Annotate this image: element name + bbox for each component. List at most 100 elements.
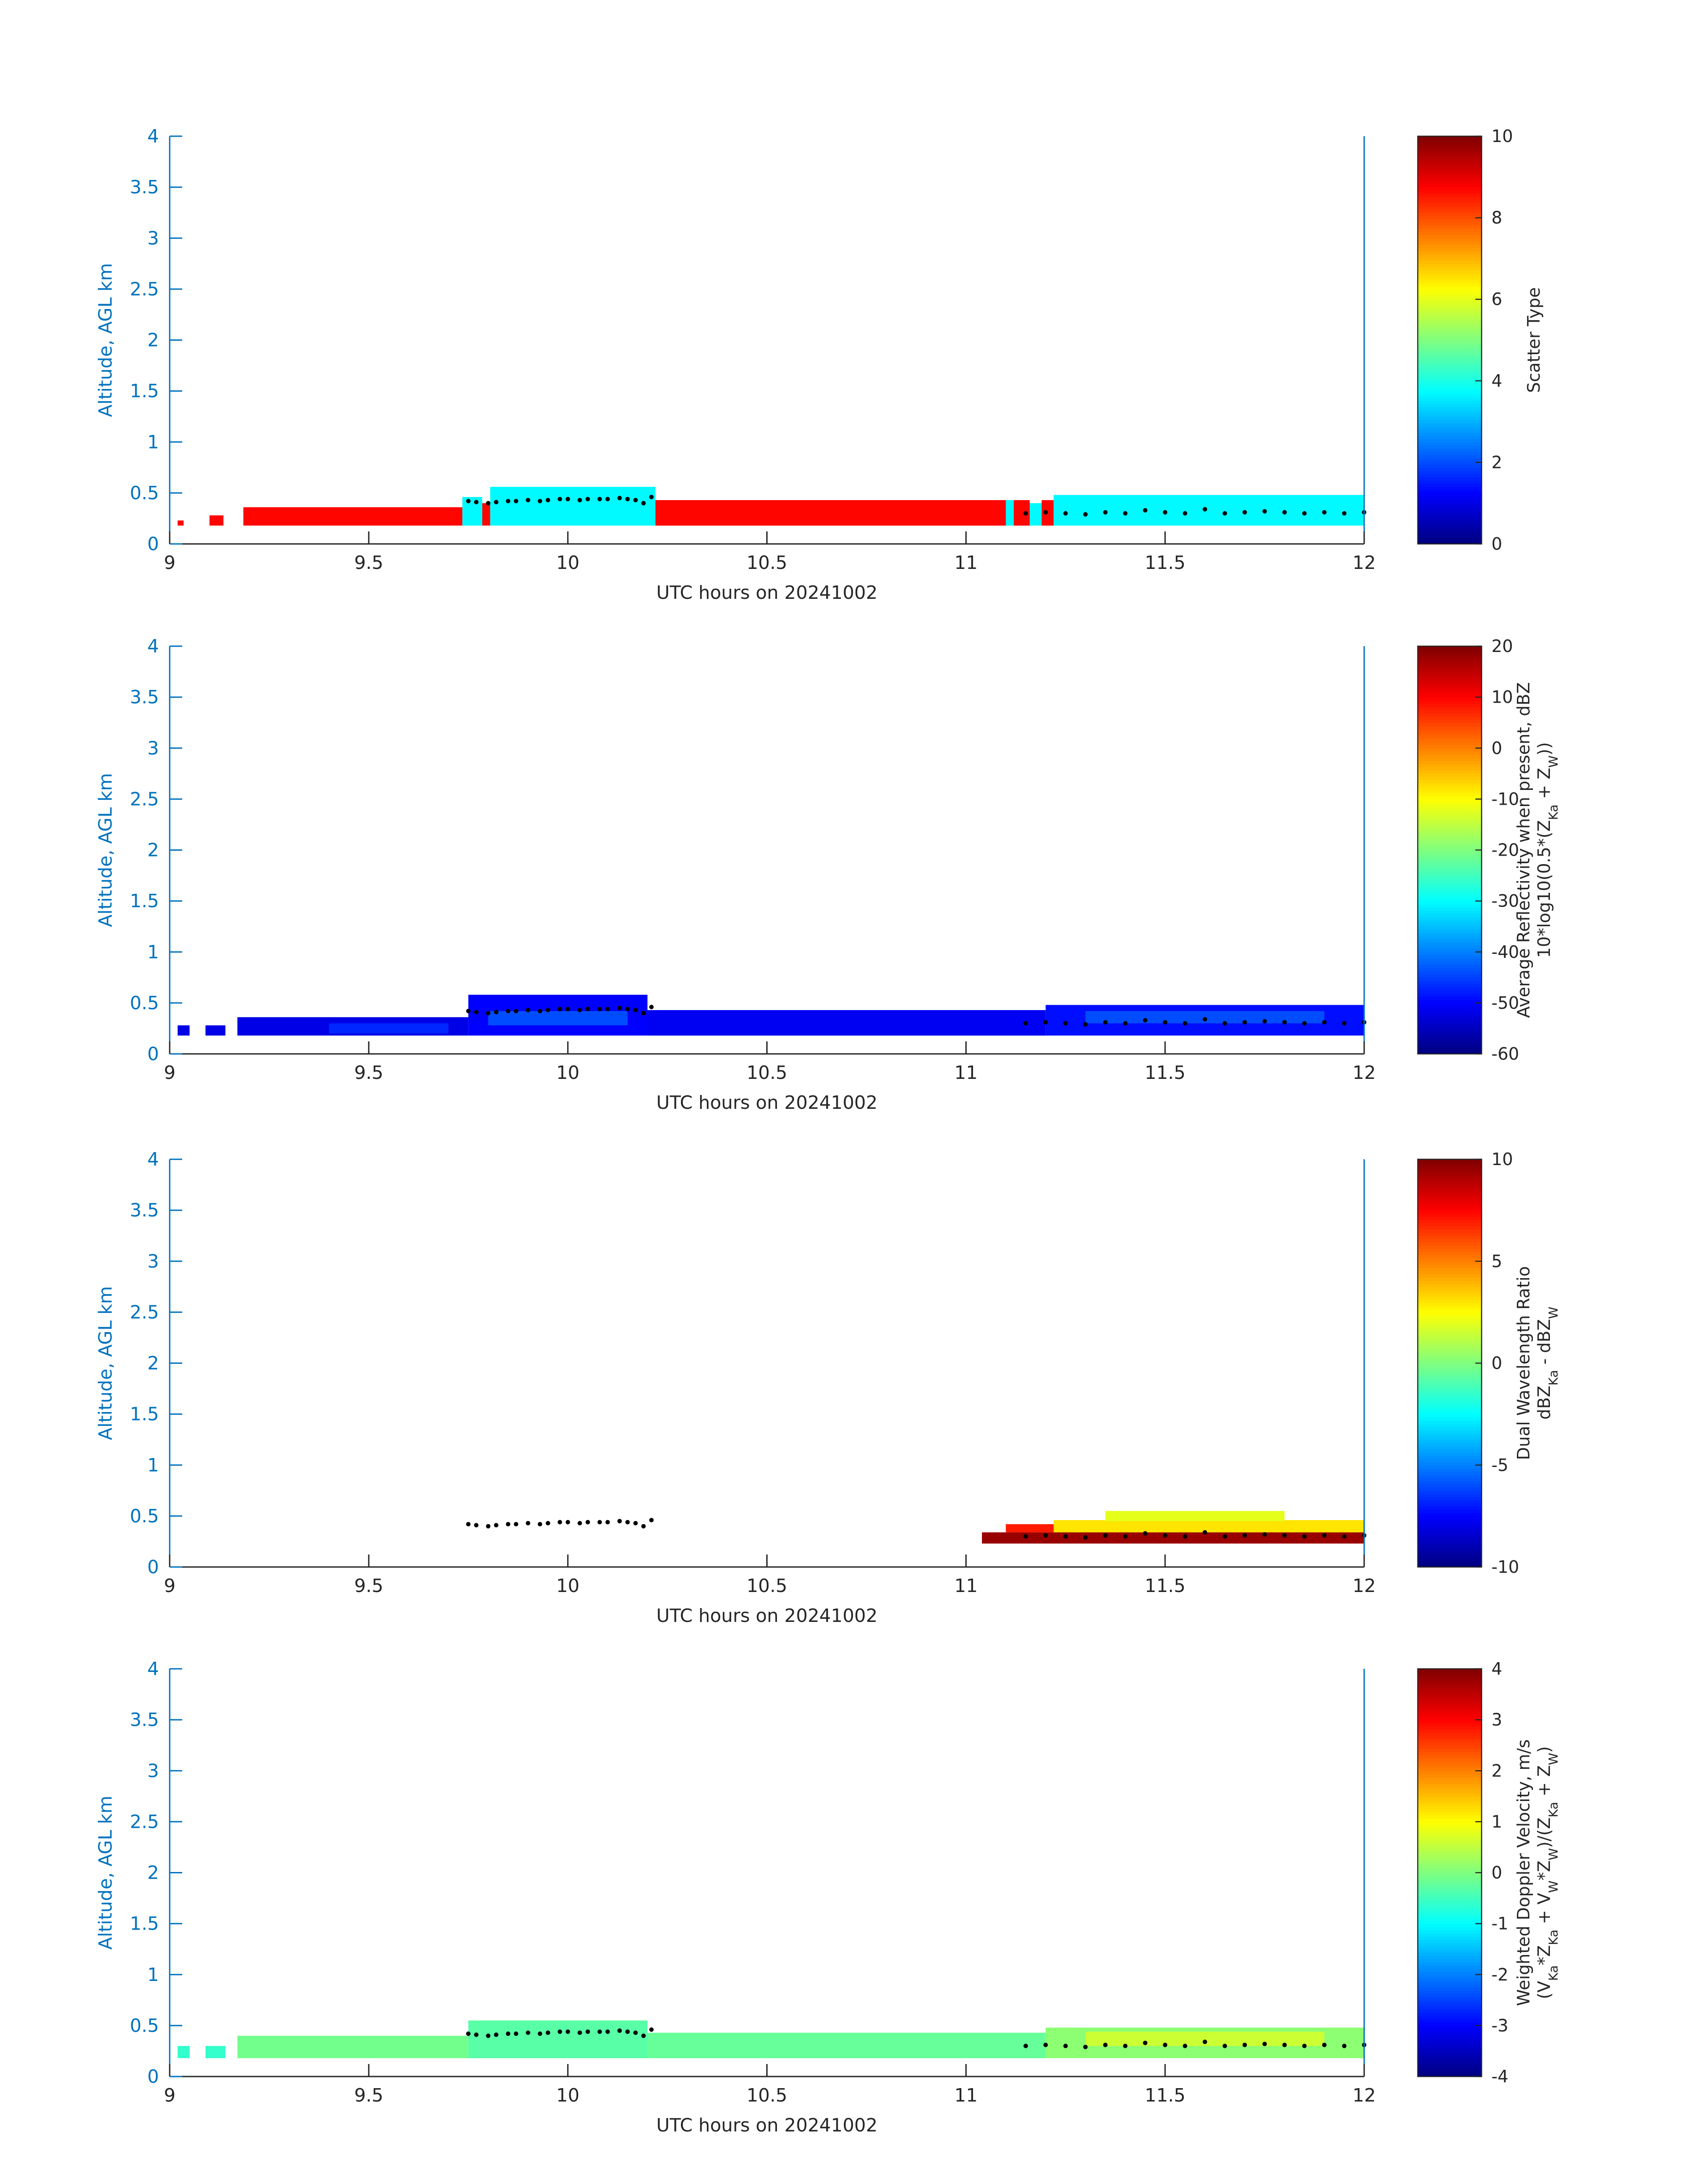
colorbar-tick-label: 10: [1491, 126, 1513, 146]
colorbar-swatch: [1418, 1735, 1482, 1739]
colorbar-swatch: [1418, 1175, 1482, 1179]
colorbar-swatch: [1418, 1446, 1482, 1450]
colorbar-swatch: [1418, 911, 1482, 914]
cloud-base-marker: [1023, 511, 1028, 516]
colorbar-swatch: [1418, 1019, 1482, 1023]
x-tick-label: 9: [164, 552, 175, 573]
colorbar-swatch: [1418, 2013, 1482, 2017]
cloud-base-marker: [474, 500, 479, 505]
colorbar-swatch: [1418, 1341, 1482, 1345]
colorbar-swatch: [1418, 1688, 1482, 1692]
colorbar-swatch: [1418, 413, 1482, 417]
cloud-base-marker: [585, 1520, 590, 1525]
cloud-base-marker: [1262, 1019, 1267, 1024]
cloud-base-marker: [649, 2027, 654, 2032]
colorbar-swatch: [1418, 1213, 1482, 1217]
colorbar-swatch: [1418, 1178, 1482, 1182]
cloud-base-marker: [633, 497, 638, 502]
colorbar-swatch: [1418, 993, 1482, 997]
colorbar-swatch: [1418, 1299, 1482, 1303]
colorbar-swatch: [1418, 719, 1482, 723]
colorbar-swatch: [1418, 171, 1482, 175]
colorbar-swatch: [1418, 1545, 1482, 1548]
cloud-base-marker: [1083, 1535, 1088, 1540]
x-tick-label: 9.5: [354, 1062, 383, 1083]
colorbar-swatch: [1418, 525, 1482, 528]
colorbar-scatter-type: 0 2 4 6 8 10 Scatter Type: [1417, 126, 1544, 554]
colorbar-swatch: [1418, 1401, 1482, 1405]
colorbar-swatch: [1418, 1977, 1482, 1981]
colorbar-swatch: [1418, 1863, 1482, 1867]
cloud-base-marker: [1222, 1021, 1227, 1026]
colorbar-swatch: [1418, 1035, 1482, 1038]
colorbar-swatch: [1418, 834, 1482, 838]
colorbar-label-dual-wavelength-ratio-0-part-0: Dual Wavelength Ratio: [1514, 1266, 1533, 1460]
colorbar-swatch: [1418, 1216, 1482, 1220]
colorbar-swatch: [1418, 442, 1482, 446]
colorbar-swatch: [1418, 311, 1482, 315]
heatmap-cell: [329, 1023, 449, 1034]
colorbar-swatch: [1418, 652, 1482, 656]
cloud-base-marker: [1123, 2043, 1128, 2048]
colorbar-swatch: [1418, 540, 1482, 544]
y-axis-label: Altitude, AGL km: [95, 1286, 116, 1440]
colorbar-swatch: [1418, 404, 1482, 407]
colorbar-swatch: [1418, 298, 1482, 302]
colorbar-swatch: [1418, 1306, 1482, 1309]
y-tick-label: 2.5: [130, 278, 159, 300]
colorbar-swatch: [1418, 2038, 1482, 2042]
colorbar-swatch: [1418, 929, 1482, 933]
colorbar-swatch: [1418, 2006, 1482, 2010]
colorbar-swatch: [1418, 1720, 1482, 1723]
cloud-base-marker: [1123, 1534, 1128, 1539]
colorbar-swatch: [1418, 136, 1482, 140]
colorbar-swatch: [1418, 1710, 1482, 1714]
colorbar-swatch: [1418, 1226, 1482, 1230]
colorbar-tick-label: 4: [1491, 1659, 1502, 1679]
cloud-base-marker: [1322, 510, 1327, 515]
colorbar-swatch: [1418, 305, 1482, 309]
cloud-base-marker: [466, 1009, 471, 1014]
colorbar-swatch: [1418, 2060, 1482, 2064]
y-tick-label: 0.5: [130, 1505, 159, 1527]
colorbar-swatch: [1418, 213, 1482, 216]
colorbar-swatch: [1418, 467, 1482, 471]
y-tick-label: 0.5: [130, 992, 159, 1014]
y-tick-label: 2: [147, 1862, 159, 1884]
colorbar-swatch: [1418, 716, 1482, 720]
colorbar-swatch: [1418, 1984, 1482, 1988]
colorbar-swatch: [1418, 1354, 1482, 1357]
colorbar-swatch: [1418, 1296, 1482, 1300]
colorbar-tick-label: -10: [1491, 1557, 1519, 1577]
colorbar-swatch: [1418, 741, 1482, 745]
colorbar-swatch: [1418, 1783, 1482, 1787]
colorbar-swatch: [1418, 1344, 1482, 1348]
cloud-base-marker: [1322, 2043, 1327, 2047]
colorbar-swatch: [1418, 1188, 1482, 1191]
colorbar-swatch: [1418, 321, 1482, 325]
colorbar-swatch: [1418, 802, 1482, 806]
cloud-base-marker: [585, 497, 590, 501]
colorbar-swatch: [1418, 343, 1482, 347]
colorbar-swatch: [1418, 1872, 1482, 1876]
colorbar-swatch: [1418, 783, 1482, 787]
colorbar-swatch: [1418, 289, 1482, 293]
colorbar-swatch: [1418, 684, 1482, 688]
colorbar-swatch: [1418, 936, 1482, 940]
colorbar-swatch: [1418, 365, 1482, 369]
colorbar-swatch: [1418, 515, 1482, 519]
colorbar-swatch: [1418, 461, 1482, 465]
colorbar-swatch: [1418, 1818, 1482, 1822]
colorbar-swatch: [1418, 1681, 1482, 1685]
y-tick-label: 1: [147, 1454, 159, 1476]
colorbar-label-doppler-velocity-1-subscript-7: W: [1546, 1848, 1561, 1860]
cloud-base-marker: [1083, 2044, 1088, 2049]
colorbar-swatch: [1418, 432, 1482, 436]
colorbar-swatch: [1418, 1337, 1482, 1341]
colorbar-swatch: [1418, 1506, 1482, 1510]
colorbar-swatch: [1418, 225, 1482, 229]
colorbar-swatch: [1418, 789, 1482, 793]
colorbar-swatch: [1418, 1707, 1482, 1711]
colorbar-swatch: [1418, 1181, 1482, 1185]
